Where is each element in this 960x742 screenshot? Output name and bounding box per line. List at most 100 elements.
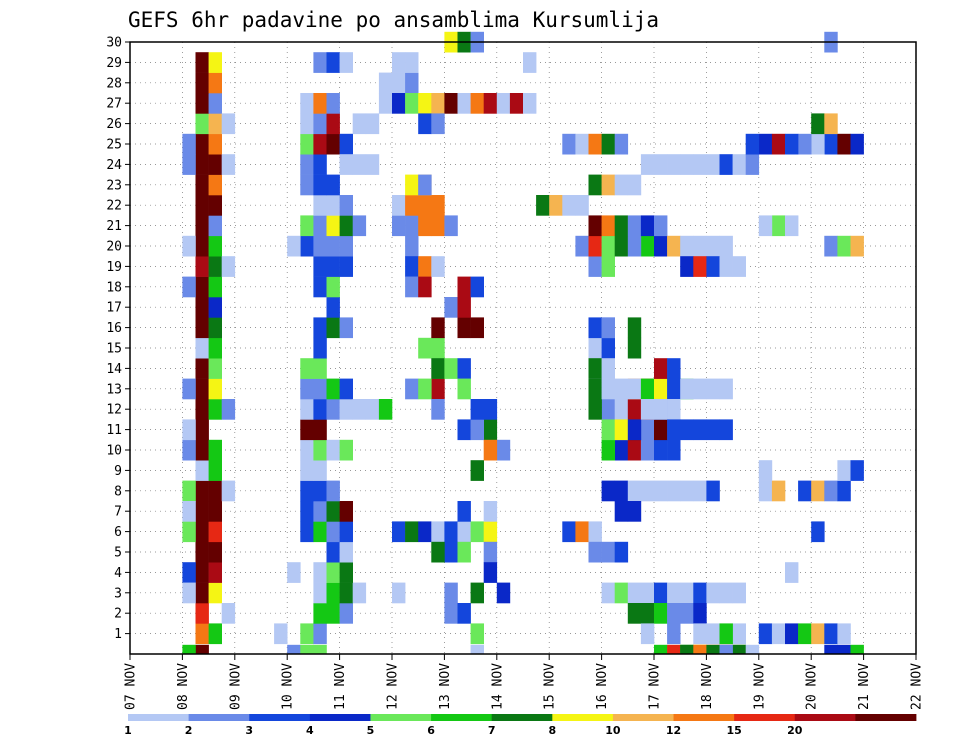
heatmap-cell <box>182 154 196 175</box>
heatmap-cell <box>706 154 720 175</box>
heatmap-cell <box>300 399 314 420</box>
heatmap-cell <box>850 235 864 257</box>
heatmap-cell <box>483 562 498 583</box>
x-tick-label: 12 NOV <box>386 663 401 710</box>
heatmap-cell <box>313 235 327 257</box>
legend-label: 8 <box>548 724 556 737</box>
heatmap-cell <box>811 480 825 502</box>
legend-label: 2 <box>185 724 193 737</box>
heatmap-cell <box>444 541 458 563</box>
heatmap-cell <box>313 358 327 379</box>
heatmap-cell <box>680 154 694 175</box>
heatmap-cell <box>195 501 209 522</box>
heatmap-cell <box>378 93 393 114</box>
heatmap-cell <box>654 235 668 257</box>
heatmap-cell <box>431 113 445 135</box>
heatmap-cell <box>837 460 851 481</box>
heatmap-cell <box>667 644 681 655</box>
legend-swatch <box>734 714 796 721</box>
heatmap-cell <box>313 419 327 441</box>
heatmap-cell <box>654 603 668 624</box>
heatmap-cell <box>182 644 196 655</box>
heatmap-cell <box>457 317 471 339</box>
heatmap-cell <box>182 133 196 155</box>
x-tick-label: 22 NOV <box>910 663 925 710</box>
heatmap-cell <box>575 195 589 216</box>
heatmap-cell <box>483 501 498 522</box>
legend-swatch <box>491 714 553 721</box>
heatmap-cell <box>732 256 746 277</box>
heatmap-cell <box>601 480 615 502</box>
heatmap-cell <box>405 174 419 196</box>
heatmap-cell <box>785 623 799 645</box>
heatmap-cell <box>614 133 629 155</box>
heatmap-cell <box>640 439 655 461</box>
heatmap-cell <box>195 582 209 604</box>
heatmap-cell <box>208 235 222 257</box>
heatmap-cell <box>837 480 851 502</box>
heatmap-cell <box>654 378 668 400</box>
heatmap-cell <box>274 623 288 645</box>
legend-label: 1 <box>124 724 132 737</box>
heatmap-cell <box>352 582 367 604</box>
heatmap-cell <box>627 337 642 359</box>
heatmap-cell <box>405 215 419 237</box>
heatmap-cell <box>352 154 367 175</box>
heatmap-cell <box>221 399 236 420</box>
heatmap-cell <box>457 541 471 563</box>
x-tick-label: 19 NOV <box>752 663 767 710</box>
heatmap-cell <box>693 256 707 277</box>
heatmap-cell <box>326 174 340 196</box>
heatmap-cell <box>640 480 655 502</box>
heatmap-cell <box>300 133 314 155</box>
heatmap-cell <box>195 623 209 645</box>
heatmap-cell <box>771 480 786 502</box>
heatmap-cell <box>693 419 707 441</box>
heatmap-cell <box>405 195 419 216</box>
heatmap-cell <box>195 72 209 94</box>
heatmap-cell <box>339 603 353 624</box>
heatmap-cell <box>667 603 681 624</box>
heatmap-cell <box>850 133 864 155</box>
heatmap-cell <box>483 93 498 114</box>
heatmap-cell <box>601 358 615 379</box>
heatmap-cell <box>627 603 642 624</box>
heatmap-cell <box>693 582 707 604</box>
heatmap-cell <box>313 501 327 522</box>
heatmap-cell <box>208 52 222 73</box>
heatmap-cell <box>300 113 314 135</box>
y-tick-label: 2 <box>114 607 122 622</box>
heatmap-cells <box>182 31 864 655</box>
heatmap-cell <box>457 378 471 400</box>
heatmap-cell <box>850 644 864 655</box>
heatmap-cell <box>392 195 406 216</box>
heatmap-cell <box>221 113 236 135</box>
heatmap-cell <box>667 399 681 420</box>
heatmap-cell <box>326 501 340 522</box>
heatmap-cell <box>208 154 222 175</box>
heatmap-cell <box>523 52 537 73</box>
legend-swatch <box>188 714 250 721</box>
heatmap-cell <box>195 541 209 563</box>
legend-swatch <box>249 714 311 721</box>
legend-label: 15 <box>726 724 741 737</box>
heatmap-cell <box>339 256 353 277</box>
heatmap-cell <box>313 113 327 135</box>
y-tick-label: 23 <box>106 178 122 193</box>
heatmap-cell <box>326 480 340 502</box>
heatmap-cell <box>313 215 327 237</box>
heatmap-cell <box>287 644 301 655</box>
heatmap-cell <box>182 521 196 543</box>
legend-swatch <box>431 714 493 721</box>
heatmap-cell <box>326 276 340 298</box>
heatmap-cell <box>208 480 222 502</box>
heatmap-cell <box>824 113 838 135</box>
heatmap-cell <box>195 358 209 379</box>
y-tick-label: 16 <box>106 321 122 336</box>
heatmap-cell <box>405 256 419 277</box>
heatmap-cell <box>614 480 629 502</box>
heatmap-cell <box>365 113 380 135</box>
heatmap-cell <box>405 93 419 114</box>
heatmap-cell <box>601 378 615 400</box>
legend-swatch <box>673 714 735 721</box>
